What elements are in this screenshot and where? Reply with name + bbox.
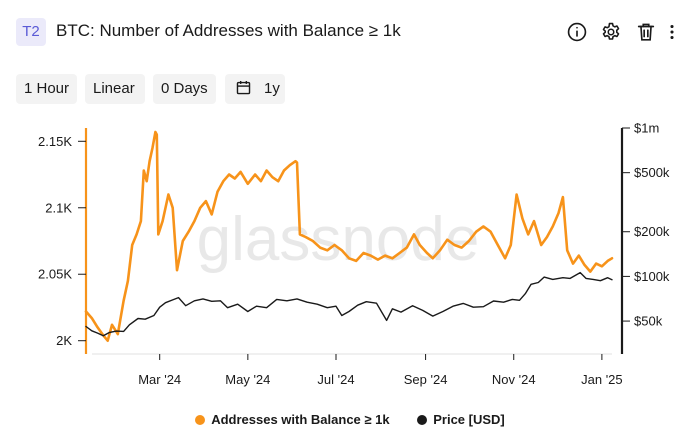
resolution-button[interactable]: 1 Hour xyxy=(16,74,77,104)
range-label: 1y xyxy=(264,80,280,97)
chart-axes: 2K 2.05K 2.1K 2.15K $50k $100k $200k $500k $1m Ma… xyxy=(38,121,670,388)
gear-icon[interactable] xyxy=(600,21,622,43)
calendar-icon xyxy=(235,77,252,107)
x-tick-label: Jan '25 xyxy=(581,372,623,387)
x-tick-label: Mar '24 xyxy=(138,372,181,387)
legend-label: Price [USD] xyxy=(433,412,505,427)
y-right-tick-label: $100k xyxy=(634,269,670,284)
scale-button[interactable]: Linear xyxy=(85,74,145,104)
legend-label: Addresses with Balance ≥ 1k xyxy=(211,412,390,427)
y-left-tick-label: 2.05K xyxy=(38,267,72,282)
y-right-tick-label: $200k xyxy=(634,224,670,239)
x-tick-label: Jul '24 xyxy=(317,372,354,387)
chart-header: T2 BTC: Number of Addresses with Balance… xyxy=(16,18,684,46)
sma-button[interactable]: 0 Days xyxy=(153,74,216,104)
more-vertical-icon[interactable] xyxy=(666,21,678,43)
y-left-tick-label: 2.1K xyxy=(45,200,72,215)
chart-title: BTC: Number of Addresses with Balance ≥ … xyxy=(56,21,401,40)
tier-badge: T2 xyxy=(16,18,46,46)
watermark: glassnode xyxy=(197,205,480,274)
legend-item-addresses[interactable]: Addresses with Balance ≥ 1k xyxy=(195,412,390,427)
y-right-tick-label: $500k xyxy=(634,165,670,180)
addresses-series-line xyxy=(84,130,614,342)
range-button[interactable]: 1y xyxy=(225,74,285,104)
y-right-tick-label: $1m xyxy=(634,121,659,136)
legend-item-price[interactable]: Price [USD] xyxy=(417,412,505,427)
y-left-tick-label: 2.15K xyxy=(38,134,72,149)
chart-legend: Addresses with Balance ≥ 1k Price [USD] xyxy=(0,412,700,430)
trash-icon[interactable] xyxy=(635,21,657,43)
price-swatch xyxy=(417,415,428,425)
info-icon[interactable] xyxy=(566,21,588,43)
y-left-tick-label: 2K xyxy=(56,333,72,348)
x-tick-label: May '24 xyxy=(225,372,270,387)
x-tick-label: Nov '24 xyxy=(492,372,536,387)
x-tick-label: Sep '24 xyxy=(404,372,448,387)
addresses-swatch xyxy=(195,415,206,425)
price-series-line xyxy=(85,271,613,337)
chart-series xyxy=(84,130,614,342)
y-right-tick-label: $50k xyxy=(634,314,663,329)
